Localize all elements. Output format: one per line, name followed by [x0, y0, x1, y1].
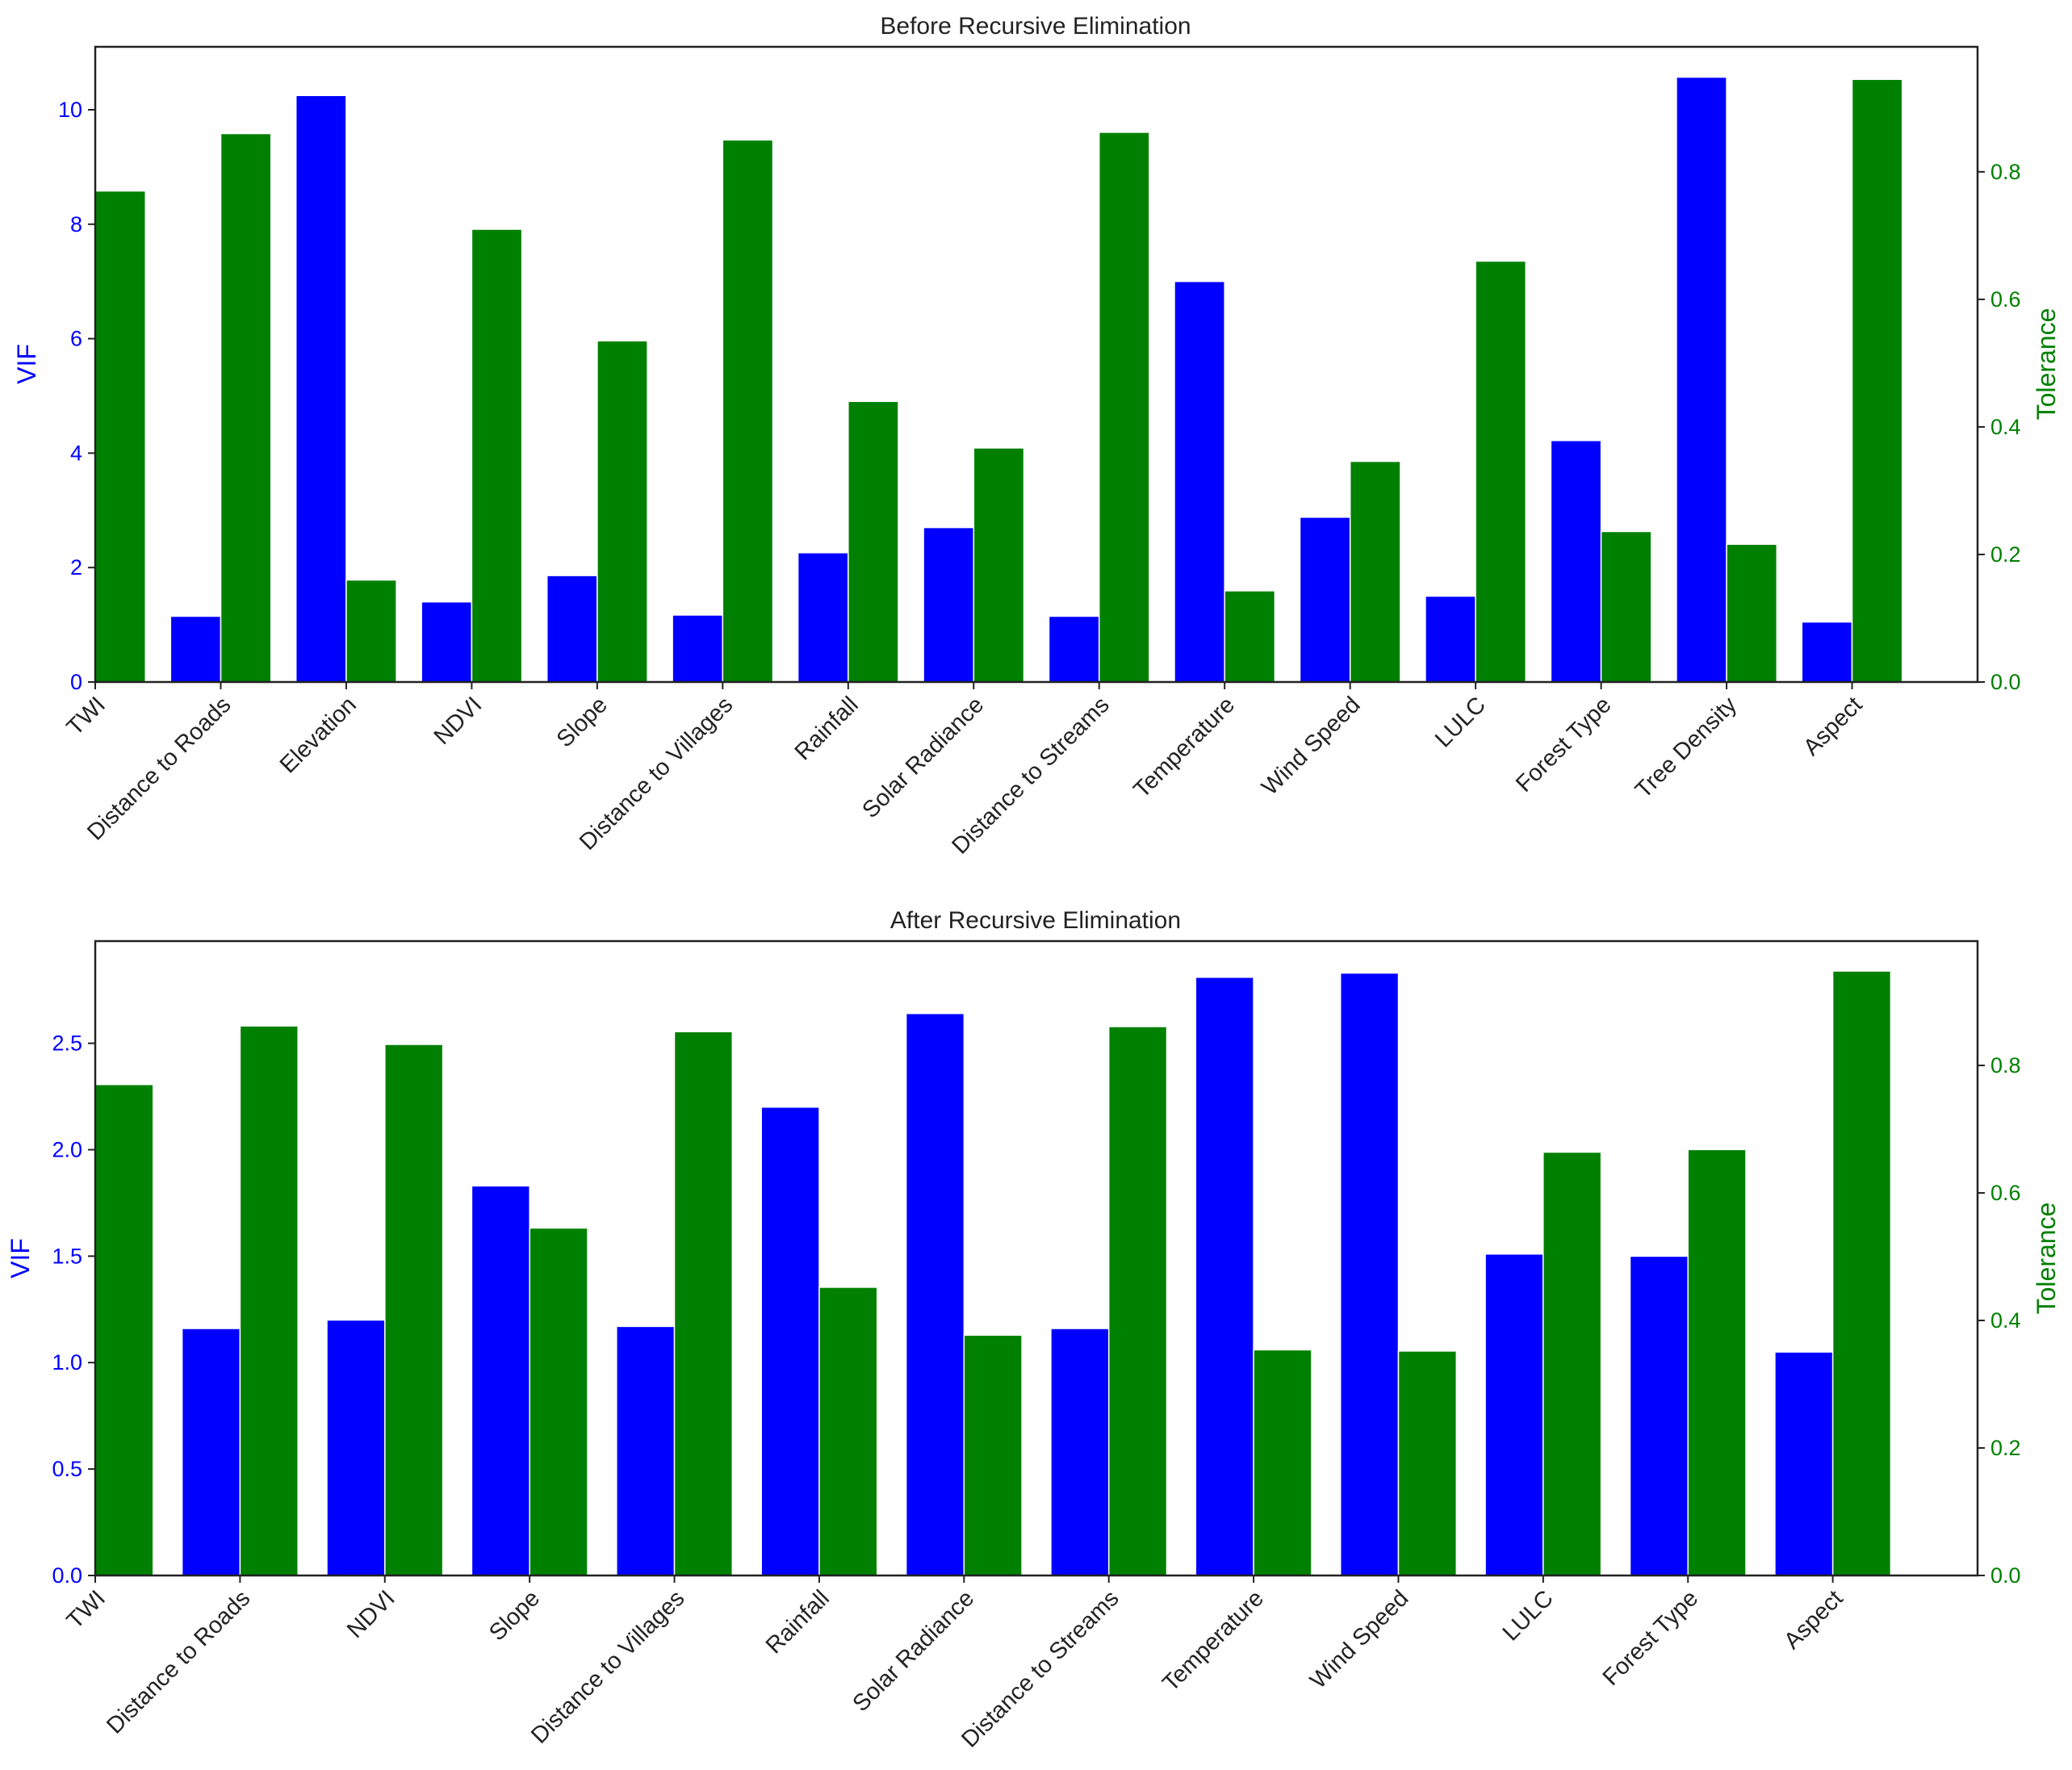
vif-axis-ticks: 0.0 0.5 1.0 1.5 2.0 2.5: [52, 1031, 95, 1588]
plot-frame: [94, 45, 1979, 684]
tolerance-bar: [722, 139, 774, 683]
y-tick-label-tolerance: 0.6: [1990, 1181, 2021, 1205]
vif-bar: [905, 1012, 965, 1576]
chart-title: After Recursive Elimination: [890, 907, 1181, 934]
y-axis-label-vif: VIF: [6, 1238, 35, 1278]
plot-frame: [94, 939, 1979, 1577]
vif-bar: [797, 552, 849, 683]
vif-bar: [1339, 972, 1400, 1576]
vif-bar: [1048, 615, 1100, 683]
vif-bar: [295, 94, 347, 683]
y-tick-label-vif: 2.5: [52, 1031, 82, 1056]
y-tick-label-tolerance: 0.2: [1990, 1436, 2021, 1460]
tolerance-bar: [384, 1044, 444, 1576]
y-axis-label-vif: VIF: [12, 344, 41, 384]
tolerance-bar: [94, 1083, 154, 1576]
y-tick-label-tolerance: 0.8: [1990, 160, 2021, 184]
tolerance-bar: [239, 1025, 299, 1576]
y-tick-label-vif: 0.0: [52, 1563, 82, 1588]
tolerance-bar: [345, 579, 397, 683]
tolerance-bar: [1253, 1349, 1312, 1576]
y-tick-label-tolerance: 0.0: [1990, 670, 2021, 694]
tolerance-bar: [1098, 132, 1150, 683]
tolerance-axis-ticks: 0.0 0.2 0.4 0.6 0.8: [1978, 1053, 2021, 1588]
vif-bar: [1425, 595, 1476, 683]
tolerance-bar: [1475, 260, 1527, 683]
chart-title: Before Recursive Elimination: [880, 13, 1191, 40]
tolerance-bar: [818, 1287, 878, 1576]
vif-bar: [326, 1319, 386, 1576]
vif-bar: [1484, 1253, 1544, 1576]
tolerance-bar: [1349, 460, 1401, 683]
tolerance-bar: [1107, 1026, 1168, 1576]
y-tick-label-tolerance: 0.8: [1990, 1053, 2021, 1077]
vif-bar-series: [170, 76, 1853, 683]
y-axis-label-tolerance: Tolerance: [2032, 308, 2061, 421]
tolerance-bar: [1831, 970, 1892, 1576]
vif-bar: [760, 1106, 820, 1576]
vif-bar: [923, 526, 975, 683]
tolerance-bar: [848, 400, 899, 683]
y-axis-label-tolerance: Tolerance: [2032, 1203, 2061, 1315]
y-tick-label-vif: 0.5: [52, 1457, 82, 1481]
vif-bar: [1550, 440, 1602, 683]
y-tick-label-vif: 1.5: [52, 1244, 82, 1268]
tolerance-bar: [673, 1031, 734, 1576]
y-tick-label-tolerance: 0.0: [1990, 1563, 2021, 1588]
y-tick-label-vif: 1.0: [52, 1350, 82, 1375]
tolerance-bar: [94, 190, 146, 683]
y-tick-label-vif: 10: [58, 98, 82, 122]
y-tick-label-vif: 2.0: [52, 1137, 82, 1161]
tolerance-bar: [471, 228, 523, 683]
vif-bar: [1774, 1351, 1834, 1576]
y-tick-label-tolerance: 0.6: [1990, 287, 2021, 312]
tolerance-bar: [220, 132, 272, 683]
vif-bar: [421, 600, 473, 683]
y-tick-label-vif: 2: [70, 555, 82, 580]
vif-bar: [1629, 1255, 1689, 1576]
vif-bar: [181, 1328, 241, 1576]
tolerance-bar: [1224, 590, 1276, 683]
y-tick-label-vif: 4: [70, 441, 82, 465]
tolerance-bar: [963, 1334, 1023, 1576]
y-tick-label-tolerance: 0.4: [1990, 415, 2021, 439]
tolerance-bar: [1687, 1149, 1747, 1576]
vif-bar: [1676, 76, 1727, 683]
vif-bar: [672, 614, 724, 683]
tolerance-bar: [1726, 543, 1778, 683]
tolerance-bar: [1851, 78, 1903, 683]
vif-axis-ticks: 0 2 4 6 8 10: [58, 98, 95, 694]
vif-bar-series: [181, 972, 1834, 1576]
y-tick-label-tolerance: 0.2: [1990, 542, 2021, 567]
vif-bar: [1050, 1328, 1110, 1576]
vif-bar: [170, 615, 222, 683]
tolerance-axis-ticks: 0.0 0.2 0.4 0.6 0.8: [1978, 160, 2021, 694]
vif-bar: [1801, 621, 1853, 683]
vif-bar: [546, 575, 598, 683]
y-tick-label-vif: 0: [70, 670, 82, 694]
vif-bar: [616, 1325, 676, 1576]
tolerance-bar: [1542, 1151, 1602, 1576]
tolerance-bar: [1397, 1350, 1458, 1576]
vif-bar: [1174, 280, 1225, 683]
tolerance-bar-series: [94, 970, 1892, 1576]
tolerance-bar: [596, 340, 648, 683]
tolerance-bar: [529, 1227, 588, 1576]
vif-bar: [471, 1185, 530, 1576]
tolerance-bar-series: [94, 78, 1903, 683]
y-tick-label-vif: 8: [70, 212, 82, 236]
y-tick-label-tolerance: 0.4: [1990, 1308, 2021, 1333]
y-tick-label-vif: 6: [70, 327, 82, 351]
vif-bar: [1299, 517, 1351, 683]
tolerance-bar: [973, 447, 1025, 683]
vif-bar: [1195, 977, 1254, 1576]
tolerance-bar: [1600, 530, 1652, 683]
